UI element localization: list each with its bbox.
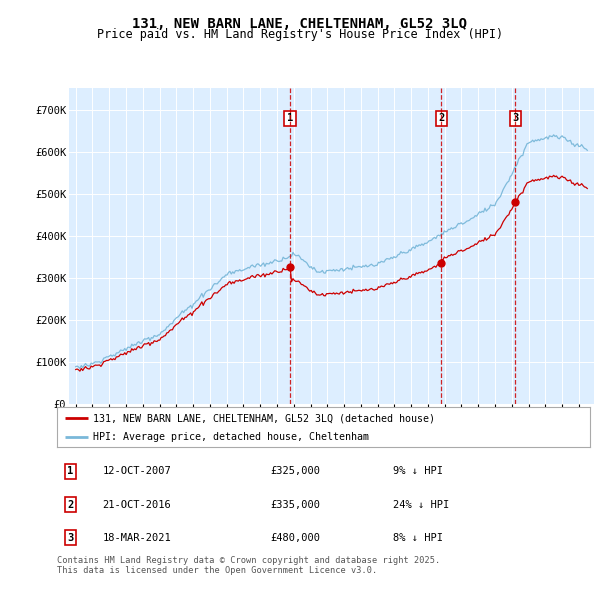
Text: Contains HM Land Registry data © Crown copyright and database right 2025.
This d: Contains HM Land Registry data © Crown c…: [57, 556, 440, 575]
Text: Price paid vs. HM Land Registry's House Price Index (HPI): Price paid vs. HM Land Registry's House …: [97, 28, 503, 41]
Text: 131, NEW BARN LANE, CHELTENHAM, GL52 3LQ: 131, NEW BARN LANE, CHELTENHAM, GL52 3LQ: [133, 17, 467, 31]
Text: 18-MAR-2021: 18-MAR-2021: [102, 533, 171, 543]
Text: 3: 3: [512, 113, 518, 123]
Text: £325,000: £325,000: [270, 467, 320, 476]
Text: HPI: Average price, detached house, Cheltenham: HPI: Average price, detached house, Chel…: [93, 432, 369, 442]
Text: 3: 3: [67, 533, 73, 543]
Text: 2: 2: [67, 500, 73, 510]
Text: 2: 2: [438, 113, 445, 123]
Text: 9% ↓ HPI: 9% ↓ HPI: [392, 467, 443, 476]
Text: 12-OCT-2007: 12-OCT-2007: [102, 467, 171, 476]
Text: £480,000: £480,000: [270, 533, 320, 543]
Text: 1: 1: [287, 113, 293, 123]
Text: 24% ↓ HPI: 24% ↓ HPI: [392, 500, 449, 510]
Text: 1: 1: [67, 467, 73, 476]
Text: 8% ↓ HPI: 8% ↓ HPI: [392, 533, 443, 543]
Text: 21-OCT-2016: 21-OCT-2016: [102, 500, 171, 510]
Text: £335,000: £335,000: [270, 500, 320, 510]
Text: 131, NEW BARN LANE, CHELTENHAM, GL52 3LQ (detached house): 131, NEW BARN LANE, CHELTENHAM, GL52 3LQ…: [93, 414, 435, 424]
